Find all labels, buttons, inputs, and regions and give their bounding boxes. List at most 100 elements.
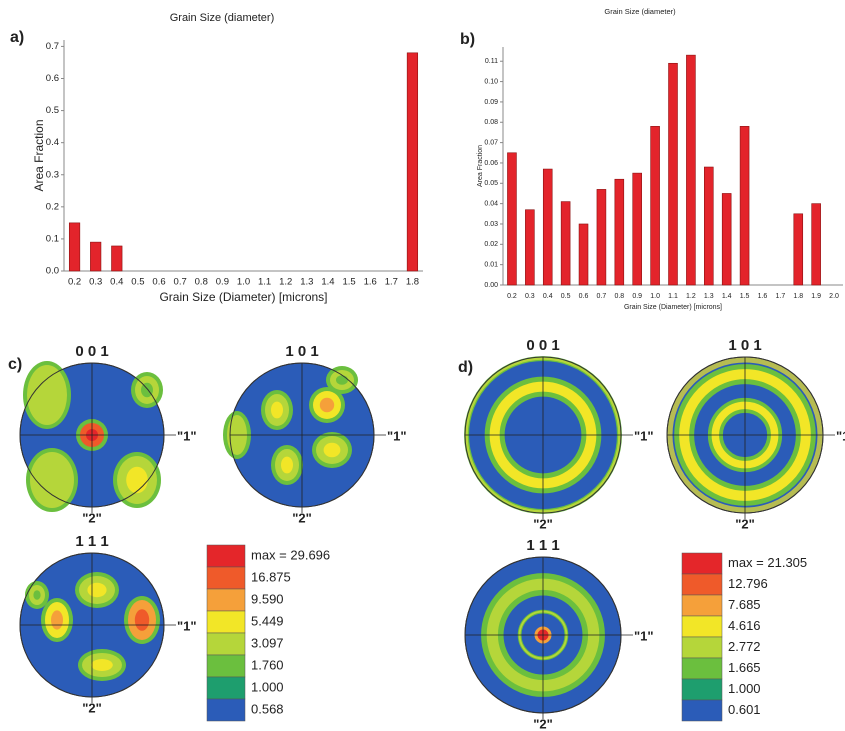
bar — [542, 168, 553, 286]
y-tick-label: 0.06 — [484, 160, 498, 167]
x-tick-label: 1.6 — [364, 277, 377, 288]
legend-swatch — [206, 654, 246, 678]
x-direction: "1" — [634, 628, 654, 643]
x-axis-label: Grain Size (Diameter) [microns] — [159, 290, 327, 304]
y-tick-label: 0.1 — [46, 233, 59, 244]
y-tick-label: 0.2 — [46, 201, 59, 212]
y-tick-label: 0.05 — [484, 180, 498, 187]
panel-label: a) — [10, 29, 24, 46]
y-direction: "2" — [82, 510, 102, 525]
panel-label: b) — [460, 31, 475, 48]
bar — [686, 54, 696, 286]
bar — [578, 223, 589, 286]
bar — [811, 203, 821, 286]
legend-label: 5.449 — [251, 613, 284, 628]
x-direction: "1" — [387, 428, 407, 443]
bar — [90, 241, 102, 272]
bar — [525, 209, 535, 286]
x-tick-label: 0.8 — [195, 277, 208, 288]
legend-swatch — [206, 588, 246, 612]
x-tick-label: 0.2 — [68, 277, 81, 288]
x-tick-label: 0.5 — [561, 293, 571, 300]
contour — [33, 590, 41, 600]
y-tick-label: 0.09 — [484, 99, 498, 106]
x-tick-label: 1.0 — [237, 277, 250, 288]
bar — [668, 62, 678, 286]
legend-swatch — [206, 566, 246, 590]
x-tick-label: 1.3 — [704, 293, 714, 300]
bar — [721, 193, 732, 286]
x-tick-label: 0.3 — [525, 293, 535, 300]
bar — [406, 52, 419, 272]
x-tick-label: 1.8 — [406, 277, 419, 288]
legend-swatch — [681, 615, 723, 638]
y-direction: "2" — [735, 516, 755, 531]
bar — [68, 222, 81, 272]
legend-swatch — [206, 676, 246, 700]
chart-title: Grain Size (diameter) — [170, 12, 275, 24]
legend-label: max = 21.305 — [728, 555, 807, 570]
pole-title: 1 0 1 — [285, 343, 318, 360]
contour — [336, 375, 348, 385]
bar — [111, 245, 123, 272]
x-direction: "1" — [634, 428, 654, 443]
panel-label: d) — [458, 359, 473, 376]
x-tick-label: 1.9 — [811, 293, 821, 300]
y-tick-label: 0.11 — [485, 58, 498, 65]
x-tick-label: 0.2 — [507, 293, 517, 300]
x-tick-label: 1.4 — [321, 277, 334, 288]
legend-swatch — [681, 594, 723, 617]
x-tick-label: 0.9 — [632, 293, 642, 300]
y-tick-label: 0.4 — [46, 137, 59, 148]
contour — [319, 397, 335, 413]
x-tick-label: 1.3 — [300, 277, 313, 288]
x-tick-label: 0.9 — [216, 277, 229, 288]
y-tick-label: 0.0 — [46, 266, 59, 277]
legend-swatch — [681, 657, 723, 680]
legend-swatch — [206, 632, 246, 656]
contour — [36, 378, 58, 412]
y-tick-label: 0.03 — [484, 221, 498, 228]
x-tick-label: 0.5 — [131, 277, 144, 288]
bar — [596, 189, 607, 286]
y-direction: "2" — [533, 716, 553, 731]
legend-label: 12.796 — [728, 576, 768, 591]
contour — [323, 442, 341, 458]
legend-swatch — [206, 698, 246, 722]
legend-label: 4.616 — [728, 618, 761, 633]
bar — [560, 201, 571, 286]
x-axis-label: Grain Size (Diameter) [microns] — [624, 304, 722, 311]
bar — [793, 213, 804, 286]
contour — [126, 466, 148, 494]
y-axis-label: Area Fraction — [477, 145, 484, 187]
bar — [632, 172, 642, 286]
y-tick-label: 0.00 — [484, 282, 498, 289]
legend-label: 7.685 — [728, 597, 761, 612]
legend-label: 9.590 — [251, 591, 284, 606]
x-direction: "1" — [177, 618, 197, 633]
panel-label: c) — [8, 356, 22, 373]
x-tick-label: 0.4 — [543, 293, 553, 300]
y-direction: "2" — [82, 700, 102, 715]
x-tick-label: 1.7 — [776, 293, 786, 300]
contour — [40, 464, 64, 496]
bar — [704, 166, 714, 286]
legend-swatch — [681, 573, 723, 596]
pole-title: 0 0 1 — [75, 343, 108, 360]
x-tick-label: 2.0 — [829, 293, 839, 300]
legend-swatch — [681, 636, 723, 659]
legend-label: max = 29.696 — [251, 547, 330, 562]
bar — [507, 152, 517, 286]
legend-label: 0.568 — [251, 701, 284, 716]
x-tick-label: 1.6 — [758, 293, 768, 300]
x-tick-label: 1.5 — [740, 293, 750, 300]
contour — [281, 456, 293, 474]
x-tick-label: 1.1 — [668, 293, 678, 300]
legend-label: 2.772 — [728, 639, 761, 654]
y-tick-label: 0.07 — [484, 139, 498, 146]
y-tick-label: 0.01 — [484, 262, 498, 269]
x-tick-label: 1.2 — [279, 277, 292, 288]
legend-label: 16.875 — [251, 569, 291, 584]
legend-label: 0.601 — [728, 702, 761, 717]
